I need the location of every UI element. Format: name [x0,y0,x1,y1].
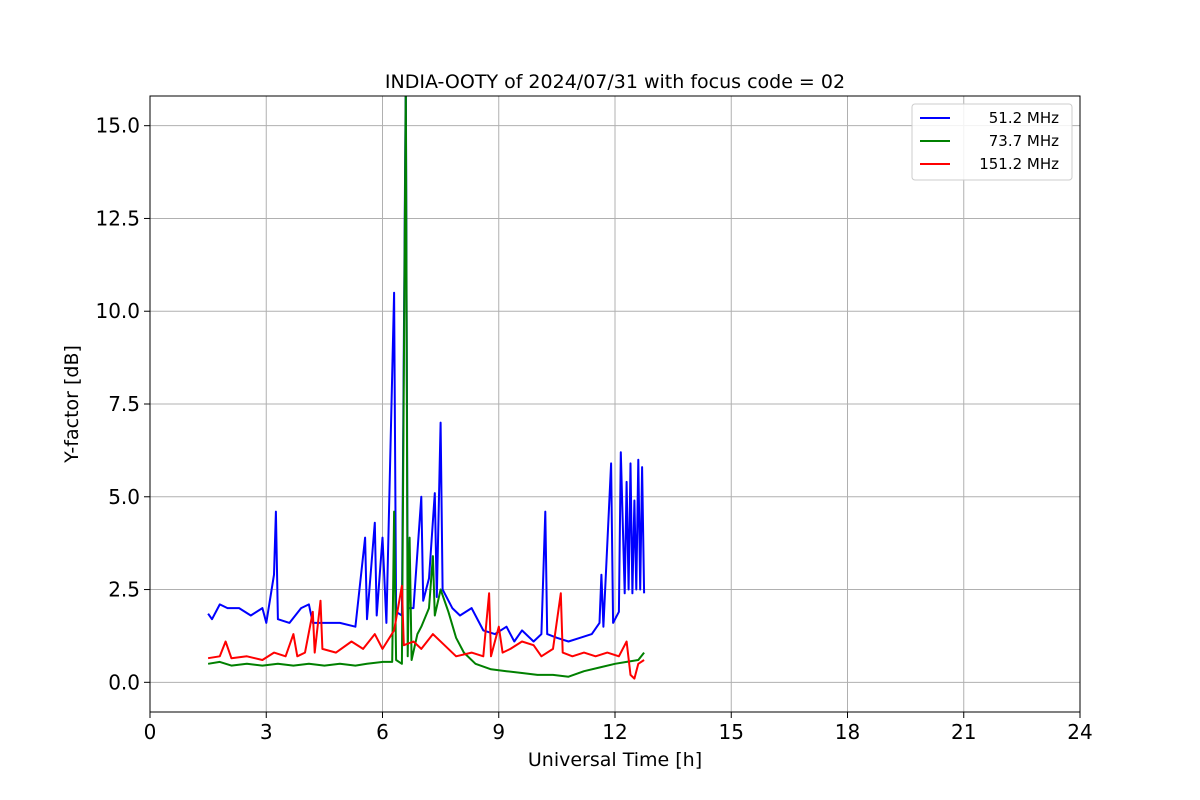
y-tick-label: 0.0 [108,670,140,694]
legend-box [911,103,1073,181]
y-tick-label: 2.5 [108,578,140,602]
y-tick-label: 10.0 [95,299,140,323]
series-layer [207,96,646,680]
legend: 51.2 MHz 73.7 MHz 151.2 MHz [911,103,1073,181]
x-tick-label: 15 [719,720,744,744]
series-line [207,96,646,643]
x-tick-label: 24 [1067,720,1092,744]
legend-label: 73.7 MHz [989,132,1059,150]
x-tick-label: 3 [260,720,273,744]
legend-label: 151.2 MHz [979,155,1059,173]
legend-label: 51.2 MHz [989,109,1059,127]
y-tick-label: 7.5 [108,392,140,416]
y-axis-label: Y-factor [dB] [61,345,83,464]
y-tick-label: 5.0 [108,485,140,509]
x-tick-label: 9 [492,720,505,744]
x-tick-label: 0 [144,720,157,744]
series-line [207,96,645,678]
chart-title: INDIA-OOTY of 2024/07/31 with focus code… [385,71,845,93]
x-tick-label: 12 [602,720,627,744]
y-axis: 0.0 2.5 5.0 7.5 10.0 12.5 15.0 [95,114,150,694]
y-tick-label: 12.5 [95,206,140,230]
x-axis-label: Universal Time [h] [528,749,702,771]
y-tick-label: 15.0 [95,114,140,138]
x-tick-label: 21 [951,720,976,744]
x-tick-label: 18 [835,720,860,744]
x-tick-label: 6 [376,720,389,744]
series-line [207,584,645,680]
x-axis: 0 3 6 9 12 15 18 21 24 [144,712,1093,744]
